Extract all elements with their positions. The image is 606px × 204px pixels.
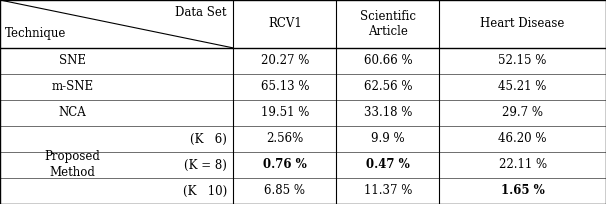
Text: 11.37 %: 11.37 % xyxy=(364,184,412,197)
Text: 29.7 %: 29.7 % xyxy=(502,106,543,120)
Text: Data Set: Data Set xyxy=(175,6,226,19)
Text: 19.51 %: 19.51 % xyxy=(261,106,309,120)
Text: Heart Disease: Heart Disease xyxy=(481,18,565,30)
Text: 60.66 %: 60.66 % xyxy=(364,54,412,68)
Text: 45.21 %: 45.21 % xyxy=(499,80,547,93)
Text: m-SNE: m-SNE xyxy=(52,80,94,93)
Text: (K   6): (K 6) xyxy=(190,132,227,145)
Text: 62.56 %: 62.56 % xyxy=(364,80,412,93)
Text: Proposed
Method: Proposed Method xyxy=(45,151,101,180)
Text: 22.11 %: 22.11 % xyxy=(499,159,547,172)
Text: SNE: SNE xyxy=(59,54,86,68)
Text: 2.56%: 2.56% xyxy=(266,132,304,145)
Text: 9.9 %: 9.9 % xyxy=(371,132,405,145)
Text: 0.76 %: 0.76 % xyxy=(263,159,307,172)
Text: 20.27 %: 20.27 % xyxy=(261,54,309,68)
Text: 6.85 %: 6.85 % xyxy=(264,184,305,197)
Text: 1.65 %: 1.65 % xyxy=(501,184,545,197)
Text: RCV1: RCV1 xyxy=(268,18,302,30)
Text: NCA: NCA xyxy=(59,106,87,120)
Text: Scientific
Article: Scientific Article xyxy=(360,10,416,38)
Text: (K = 8): (K = 8) xyxy=(184,159,227,172)
Text: Technique: Technique xyxy=(5,27,66,40)
Text: 0.47 %: 0.47 % xyxy=(366,159,410,172)
Text: 65.13 %: 65.13 % xyxy=(261,80,309,93)
Text: 46.20 %: 46.20 % xyxy=(498,132,547,145)
Text: (K   10): (K 10) xyxy=(183,184,227,197)
Text: 52.15 %: 52.15 % xyxy=(499,54,547,68)
Text: 33.18 %: 33.18 % xyxy=(364,106,412,120)
